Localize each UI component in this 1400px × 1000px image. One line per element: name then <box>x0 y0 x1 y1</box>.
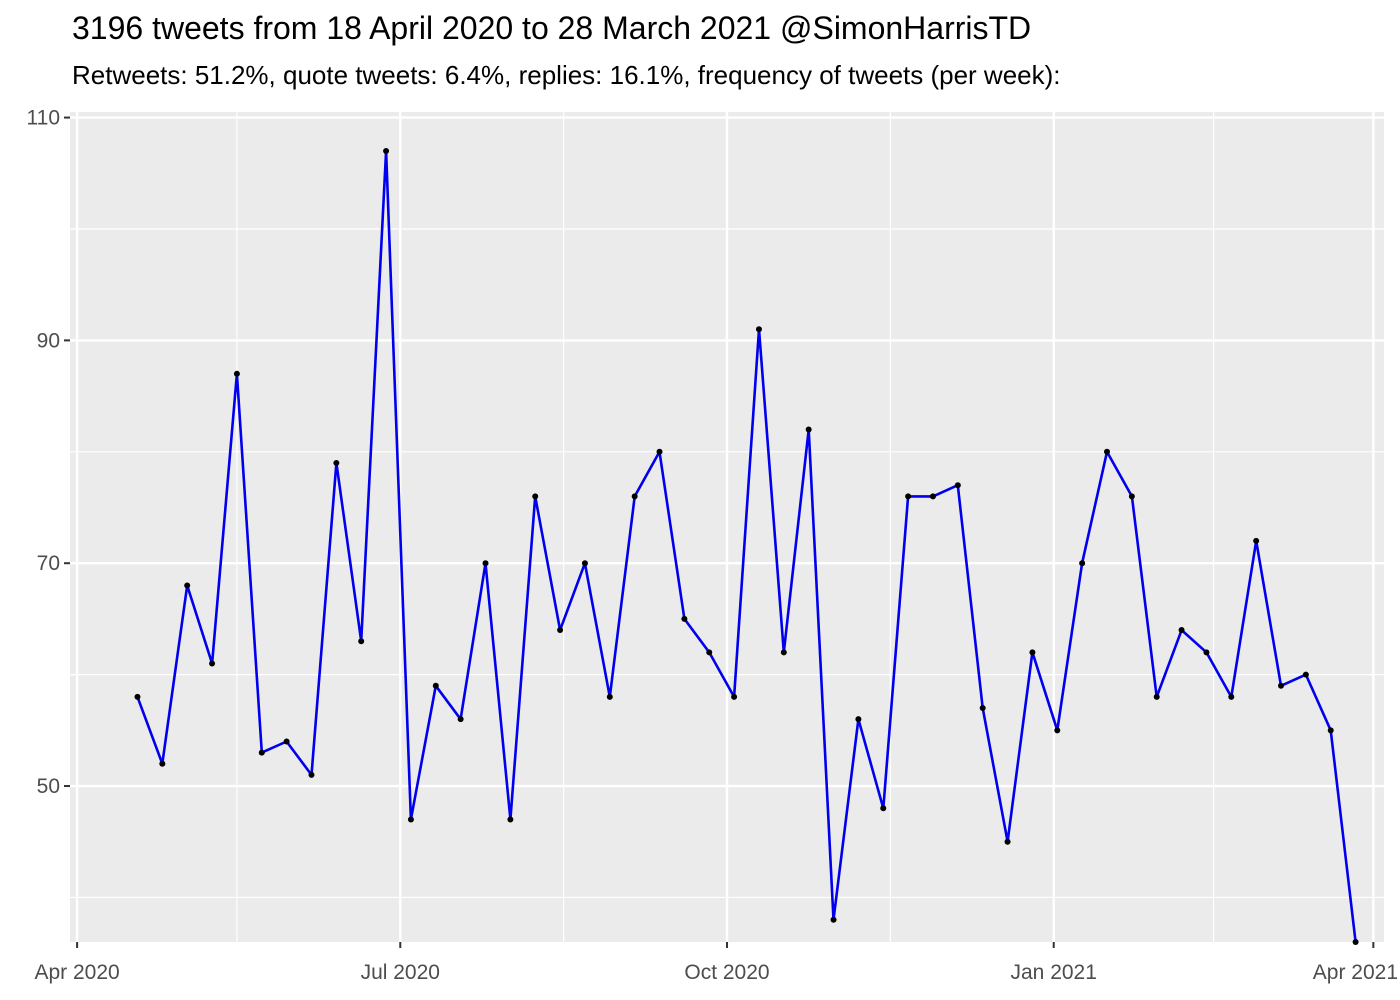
data-point <box>308 771 315 778</box>
data-point <box>905 493 912 500</box>
data-point <box>1103 448 1110 455</box>
data-point <box>706 649 713 656</box>
data-point <box>1153 693 1160 700</box>
data-point <box>358 638 365 645</box>
data-point <box>457 716 464 723</box>
data-point <box>1054 727 1061 734</box>
data-point <box>755 326 762 333</box>
data-point <box>780 649 787 656</box>
data-point <box>1004 838 1011 845</box>
data-point <box>258 749 265 756</box>
data-point <box>606 693 613 700</box>
data-point <box>1228 693 1235 700</box>
data-point <box>1203 649 1210 656</box>
data-point <box>432 682 439 689</box>
x-tick-label: Jan 2021 <box>1011 961 1097 984</box>
y-tick-label: 50 <box>37 775 60 798</box>
y-axis-tick-labels: 50 70 90 110 <box>27 107 60 798</box>
data-point <box>283 738 290 745</box>
data-point <box>507 816 514 823</box>
data-point <box>979 705 986 712</box>
data-point <box>1178 627 1185 634</box>
data-point <box>1352 939 1359 945</box>
data-point <box>557 627 564 634</box>
data-point <box>134 693 141 700</box>
data-point <box>1302 671 1309 678</box>
data-point <box>830 916 837 923</box>
data-point <box>880 805 887 812</box>
chart-title: 3196 tweets from 18 April 2020 to 28 Mar… <box>72 10 1032 46</box>
y-tick-label: 90 <box>37 329 60 352</box>
data-point <box>631 493 638 500</box>
data-point <box>1278 682 1285 689</box>
data-point <box>805 426 812 433</box>
data-point <box>383 147 390 154</box>
data-point <box>407 816 414 823</box>
data-point <box>532 493 539 500</box>
axis-ticks <box>64 116 1375 948</box>
data-point <box>855 716 862 723</box>
data-point <box>1128 493 1135 500</box>
data-point <box>482 560 489 567</box>
x-tick-label: Jul 2020 <box>361 961 440 984</box>
data-point <box>1029 649 1036 656</box>
data-point <box>333 459 340 466</box>
x-tick-label: Oct 2020 <box>684 961 769 984</box>
data-point <box>1327 727 1334 734</box>
data-point <box>954 482 961 489</box>
x-axis-tick-labels: Apr 2020 Jul 2020 Oct 2020 Jan 2021 Apr 2021 <box>34 961 1398 984</box>
y-tick-label: 70 <box>37 552 60 575</box>
data-point <box>209 660 216 667</box>
data-point <box>1079 560 1086 567</box>
data-point <box>581 560 588 567</box>
data-point <box>929 493 936 500</box>
data-point <box>1253 537 1260 544</box>
data-point <box>233 370 240 377</box>
series-group <box>134 147 1359 945</box>
data-point <box>731 693 738 700</box>
x-tick-label: Apr 2020 <box>34 961 119 984</box>
data-point <box>656 448 663 455</box>
x-tick-label: Apr 2021 <box>1313 961 1398 984</box>
chart-subtitle: Retweets: 51.2%, quote tweets: 6.4%, rep… <box>72 60 1061 90</box>
data-point <box>159 760 166 767</box>
y-tick-label: 110 <box>27 107 60 130</box>
data-point <box>681 615 688 622</box>
series-line <box>136 149 1357 943</box>
data-point <box>184 582 191 589</box>
major-gridlines <box>70 112 1384 942</box>
